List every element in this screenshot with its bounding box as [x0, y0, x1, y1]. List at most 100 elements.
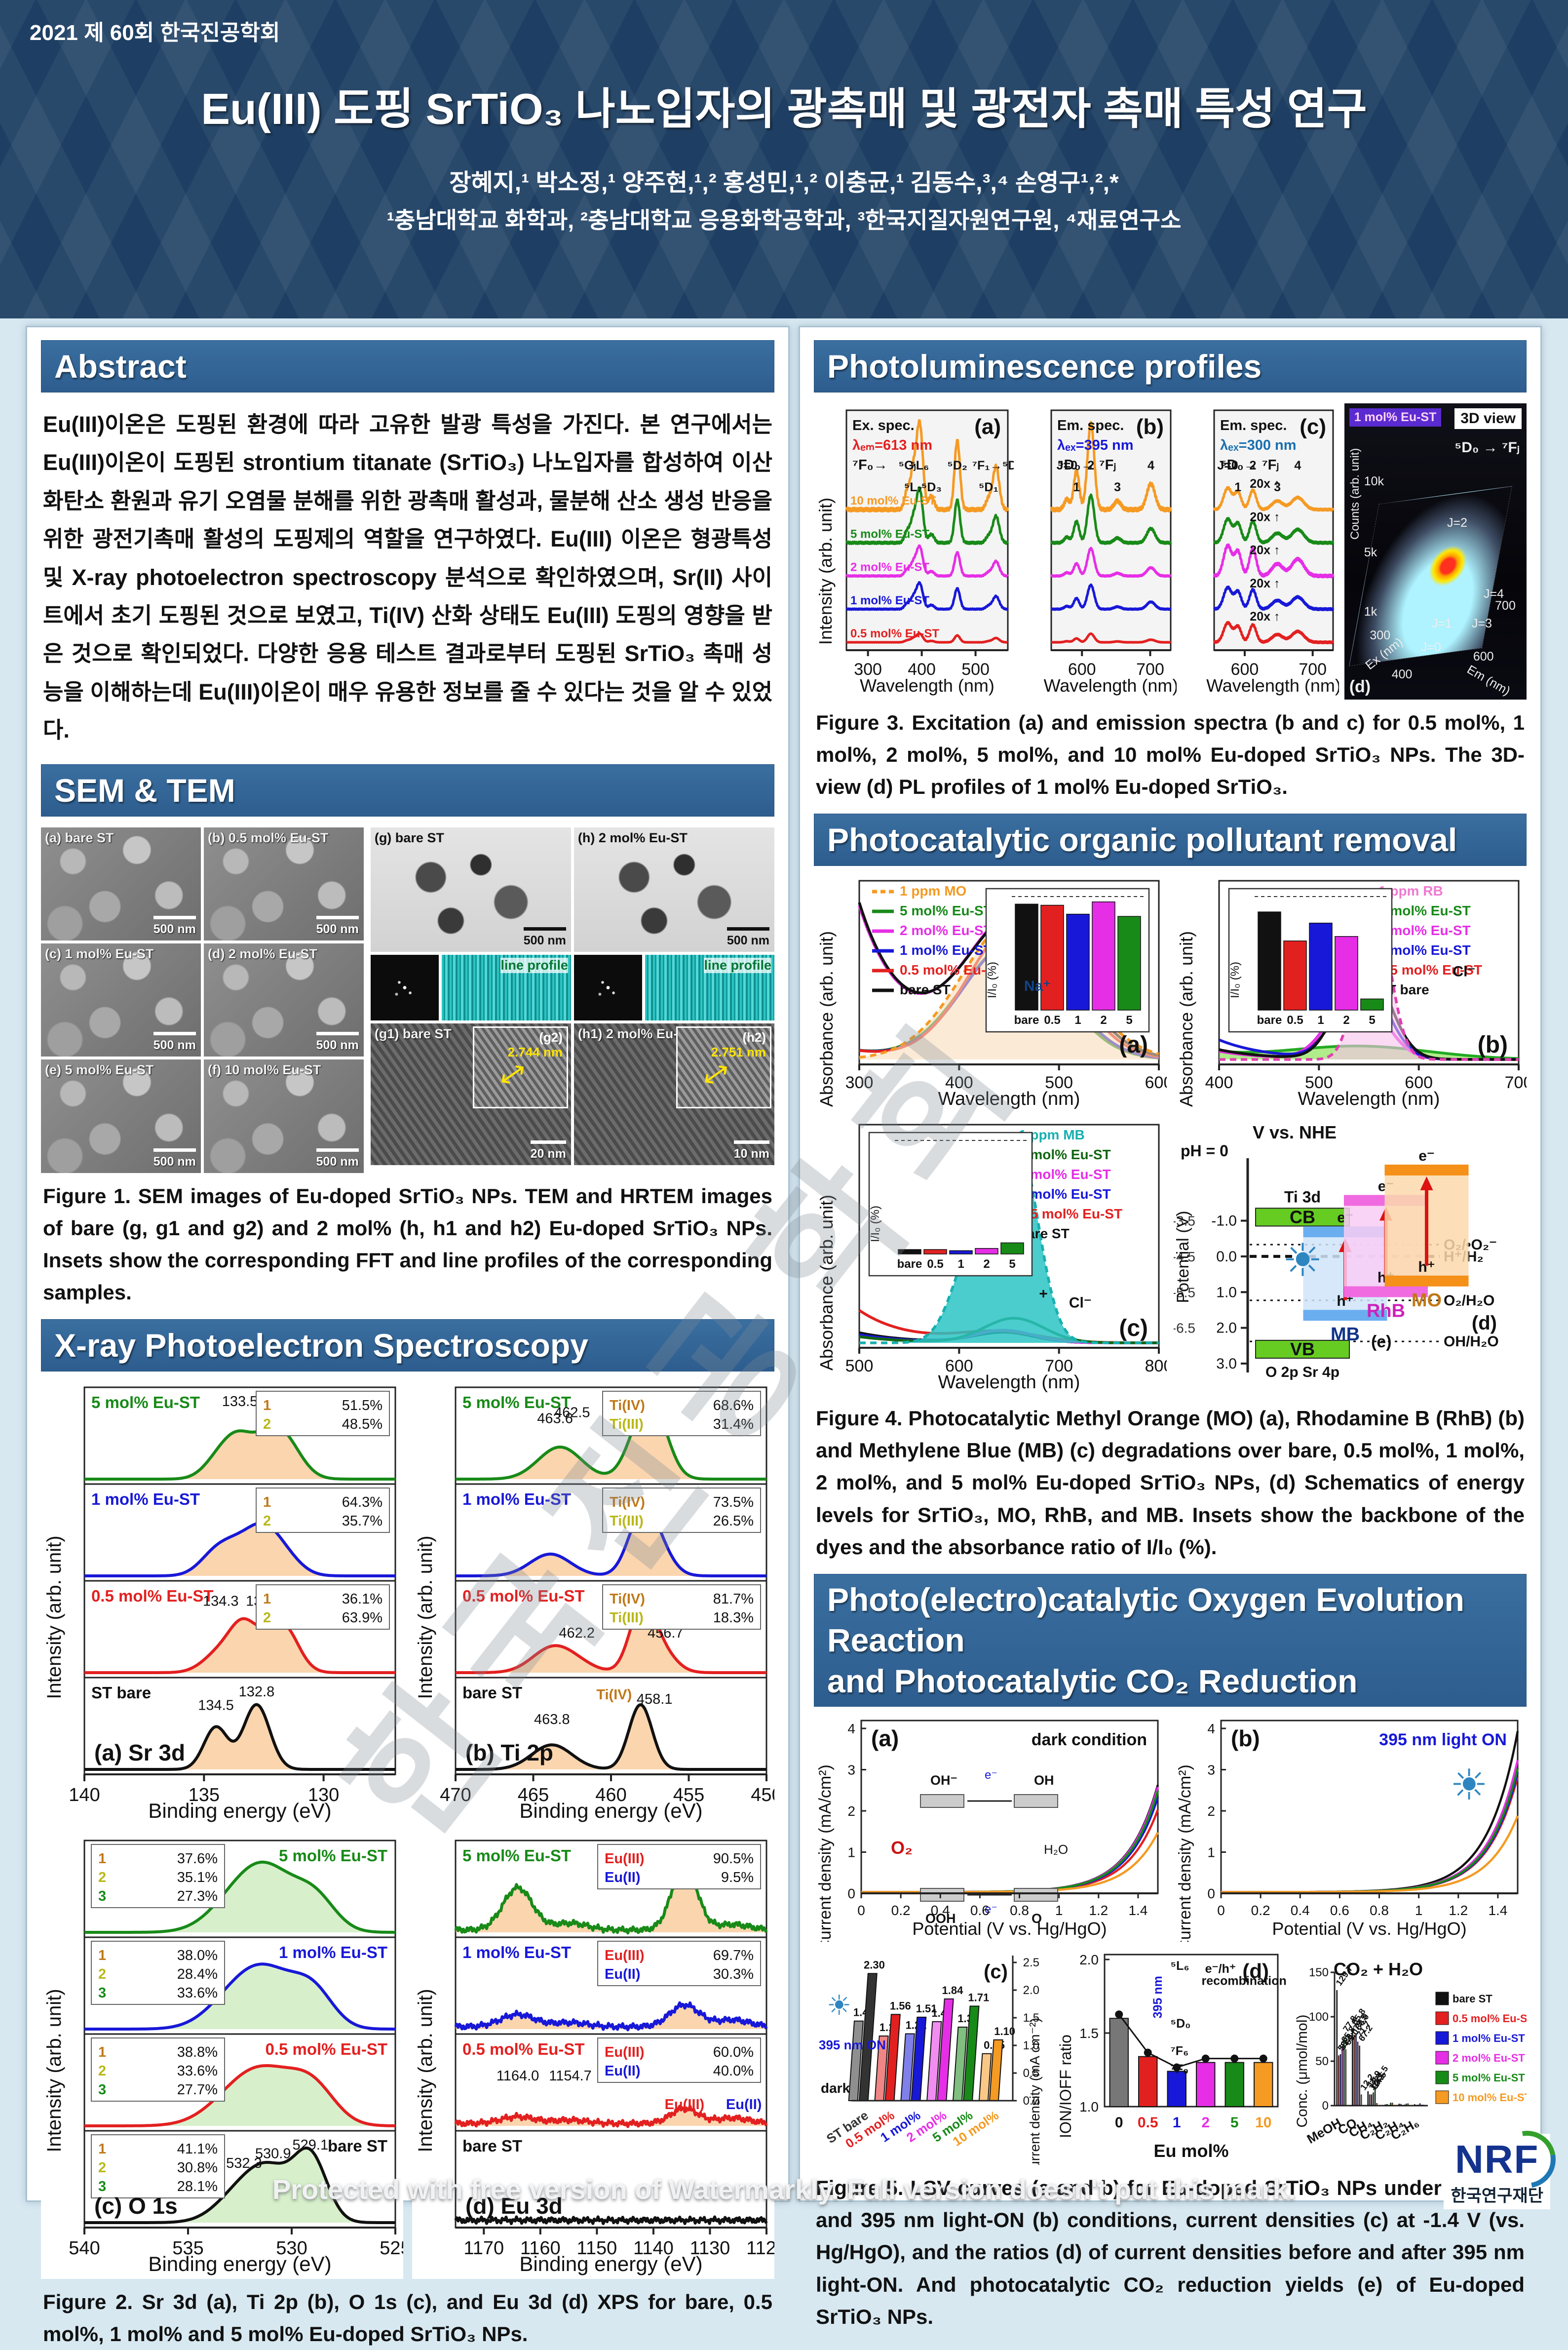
scale-bar: 500 nm — [316, 1032, 359, 1053]
svg-text:3.0: 3.0 — [1216, 1356, 1237, 1372]
pl-3d-j-label: J=1 — [1431, 617, 1452, 630]
pl-3d-transition-label: ⁵D₀ → ⁷Fⱼ — [1454, 439, 1520, 456]
svg-text:1 mol% Eu-ST: 1 mol% Eu-ST — [279, 1943, 387, 1961]
svg-text:395 nm: 395 nm — [1151, 1976, 1165, 2018]
svg-text:0.4: 0.4 — [931, 1903, 950, 1918]
section-oer: Photo(electro)catalytic Oxygen Evolution… — [814, 1573, 1527, 1707]
scale-bar: 500 nm — [153, 1032, 196, 1053]
svg-text:e⁻: e⁻ — [985, 1768, 997, 1782]
svg-text:Binding energy (eV): Binding energy (eV) — [148, 2252, 331, 2275]
svg-text:2: 2 — [98, 2160, 106, 2176]
svg-text:0.8: 0.8 — [1370, 1903, 1389, 1918]
svg-text:600: 600 — [1231, 660, 1259, 679]
figure-2-caption: Figure 2. Sr 3d (a), Ti 2p (b), O 1s (c)… — [43, 2290, 772, 2346]
svg-text:1: 1 — [1055, 1903, 1063, 1918]
svg-text:Intensity (arb. unit): Intensity (arb. unit) — [43, 1989, 65, 2152]
svg-text:48.5%: 48.5% — [342, 1416, 382, 1432]
svg-text:64.3%: 64.3% — [342, 1494, 382, 1510]
pl-3d-counts-axis: Counts (arb. unit) — [1348, 448, 1362, 540]
svg-text:RhB: RhB — [1367, 1301, 1405, 1322]
svg-text:0: 0 — [1217, 1903, 1225, 1918]
svg-text:-1.0: -1.0 — [1211, 1213, 1237, 1229]
sem-grid: (a) bare ST 500 nm (b) 0.5 mol% Eu-ST 50… — [41, 827, 364, 1173]
svg-text:(c): (c) — [1119, 1315, 1148, 1341]
svg-text:Potential (V vs. Hg/HgO): Potential (V vs. Hg/HgO) — [1272, 1919, 1466, 1939]
svg-text:1164.0: 1164.0 — [497, 2068, 539, 2084]
svg-text:4: 4 — [1207, 1721, 1215, 1736]
svg-text:3: 3 — [98, 2179, 106, 2194]
svg-text:5 mol% Eu-ST: 5 mol% Eu-ST — [1453, 2072, 1525, 2084]
svg-text:4: 4 — [1295, 459, 1301, 472]
sem-label: (f) 10 mol% Eu-ST — [207, 1062, 321, 1078]
svg-text:1.0: 1.0 — [1216, 1285, 1237, 1301]
svg-text:455: 455 — [673, 1785, 704, 1805]
svg-text:140: 140 — [69, 1785, 100, 1805]
line-profile-label: line profile — [500, 957, 568, 973]
pl-3d-sample-label: 1 mol% Eu-ST — [1349, 408, 1442, 427]
svg-text:bare ST: bare ST — [328, 2137, 387, 2155]
sem-image-a: (a) bare ST 500 nm — [41, 827, 201, 940]
svg-text:5 mol% Eu-ST: 5 mol% Eu-ST — [850, 527, 929, 541]
svg-text:Binding energy (eV): Binding energy (eV) — [519, 1799, 702, 1822]
svg-text:2 mol% Eu-ST: 2 mol% Eu-ST — [1453, 2052, 1525, 2064]
svg-text:bare ST: bare ST — [462, 2137, 522, 2155]
svg-text:132.8: 132.8 — [239, 1684, 275, 1700]
svg-text:2: 2 — [1202, 2115, 1210, 2131]
svg-text:27.3%: 27.3% — [177, 1888, 218, 1904]
svg-text:1: 1 — [98, 1851, 106, 1867]
tem-label: (h) 2 mol% Eu-ST — [577, 830, 688, 845]
svg-text:1: 1 — [1235, 480, 1242, 494]
sem-image-c: (c) 1 mol% Eu-ST 500 nm — [41, 943, 201, 1057]
svg-text:20x ↑: 20x ↑ — [1250, 510, 1280, 524]
sem-image-b: (b) 0.5 mol% Eu-ST 500 nm — [203, 827, 364, 940]
pl-3d-ex-tick: 300 — [1370, 628, 1391, 642]
authors-line: 장혜지,¹ 박소정,¹ 양주현,¹,² 홍성민,¹,² 이충균,¹ 김동수,³,… — [449, 170, 1119, 196]
svg-text:O₂/H₂O: O₂/H₂O — [1444, 1292, 1494, 1309]
svg-text:5: 5 — [1126, 1014, 1132, 1027]
svg-text:463.6: 463.6 — [537, 1411, 573, 1427]
svg-text:O₂: O₂ — [891, 1838, 913, 1858]
scale-bar: 500 nm — [523, 927, 566, 948]
poster-title: Eu(III) 도핑 SrTiO₃ 나노입자의 광촉매 및 광전자 촉매 특성 … — [201, 84, 1367, 133]
svg-text:Ex. spec.: Ex. spec. — [852, 418, 915, 433]
svg-text:⁵Gⱼ: ⁵Gⱼ — [898, 459, 916, 472]
svg-text:1: 1 — [1415, 1903, 1423, 1918]
svg-text:λₑₓ=300 nm: λₑₓ=300 nm — [1220, 437, 1297, 453]
svg-text:Ti(III): Ti(III) — [610, 1513, 644, 1529]
abstract-text: Eu(III)이온은 도핑된 환경에 따라 고유한 발광 특성을 가진다. 본 … — [43, 412, 772, 743]
chart-xps-o1s: 5 mol% Eu-ST 1 37.6% 2 35.1% 3 27.3% 1 mol% Eu-… — [41, 1834, 411, 2279]
figure-3: 0.5 mol% Eu-ST 1 mol% Eu-ST 2 mol% Eu-ST 5 … — [814, 403, 1527, 700]
svg-text:2: 2 — [98, 1870, 106, 1885]
sem-image-d: (d) 2 mol% Eu-ST 500 nm — [203, 943, 364, 1057]
pl-3d-tick: 5k — [1364, 546, 1377, 559]
right-column: Photoluminescence profiles 0.5 mol% Eu-S… — [799, 326, 1542, 2328]
pl-3d-em-tick: 600 — [1473, 650, 1494, 664]
svg-text:1: 1 — [1073, 480, 1080, 494]
affiliations-line: ¹충남대학교 화학과, ²충남대학교 응용화학공학과, ³한국지질자원연구원, … — [386, 207, 1182, 233]
svg-text:500: 500 — [845, 1357, 874, 1375]
d-spacing-label: 2.751 nm — [711, 1044, 766, 1059]
pl-3d-ex-tick: 400 — [1391, 667, 1413, 681]
svg-text:20x ↑: 20x ↑ — [1250, 544, 1280, 557]
svg-text:e⁻/h⁺: e⁻/h⁺ — [1205, 1962, 1236, 1976]
svg-text:462.2: 462.2 — [559, 1625, 595, 1641]
double-arrow-icon: ⤢ — [499, 1058, 525, 1090]
svg-text:18.3%: 18.3% — [713, 1610, 754, 1626]
svg-text:-6.5: -6.5 — [1174, 1321, 1195, 1336]
svg-text:Binding energy (eV): Binding energy (eV) — [519, 2252, 702, 2275]
svg-text:2: 2 — [1088, 459, 1095, 472]
svg-text:30.3%: 30.3% — [713, 1966, 754, 1982]
svg-text:Ti(III): Ti(III) — [610, 1610, 644, 1626]
svg-text:+: + — [1039, 1286, 1048, 1302]
svg-text:0: 0 — [1322, 2099, 1328, 2113]
svg-text:0.4: 0.4 — [1291, 1903, 1310, 1918]
svg-text:133.5: 133.5 — [222, 1394, 258, 1410]
fft-profile-h: line profile — [574, 954, 774, 1020]
d-spacing-label: 2.744 nm — [507, 1044, 563, 1059]
svg-text:bare: bare — [897, 1257, 922, 1271]
svg-text:395 nm ON: 395 nm ON — [819, 2037, 886, 2052]
hrtem-image-g1: (g1) bare ST (g2) 2.744 nm ⤢ 20 nm — [370, 1023, 571, 1165]
svg-text:36.1%: 36.1% — [342, 1591, 382, 1607]
hrtem-label: (h1) 2 mol% Eu-ST — [577, 1026, 695, 1041]
svg-text:700: 700 — [1045, 1357, 1073, 1375]
